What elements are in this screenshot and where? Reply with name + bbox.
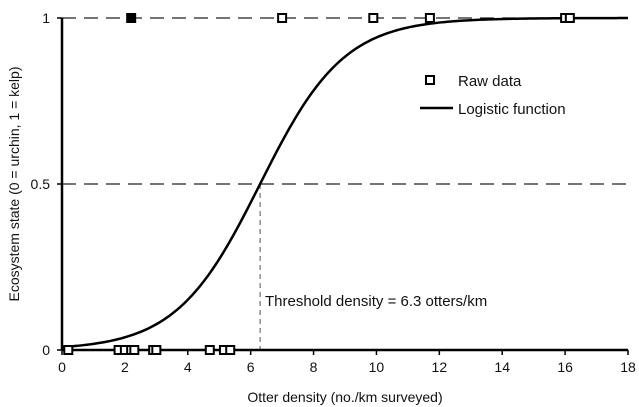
logistic-curve (61, 16, 628, 349)
axis-layer: 0 2 4 6 8 10 12 14 16 18 0 0.5 1 (31, 10, 636, 375)
x-tick-label: 10 (369, 359, 385, 375)
x-tick-label: 12 (432, 359, 448, 375)
data-point (277, 13, 288, 23)
y-axis-label: Ecosystem state (0 = urchin, 1 = kelp) (6, 67, 22, 302)
x-tick-label: 2 (121, 359, 129, 375)
y-tick-label: 0.5 (31, 176, 51, 192)
x-tick-label: 6 (247, 359, 255, 375)
x-tick-label: 14 (494, 359, 510, 375)
data-point (424, 13, 435, 23)
y-tick-label: 1 (42, 10, 50, 26)
data-point (204, 345, 215, 355)
legend-marker-raw-data (425, 75, 435, 85)
data-point (151, 345, 162, 355)
legend: Raw data Logistic function (420, 73, 566, 118)
x-tick-label: 16 (557, 359, 573, 375)
x-tick-label: 4 (184, 359, 192, 375)
label-layer: Otter density (no./km surveyed) Ecosyste… (6, 67, 487, 406)
data-point (368, 13, 379, 23)
data-point (564, 13, 575, 23)
legend-label-logistic: Logistic function (458, 101, 566, 118)
data-point (126, 13, 137, 23)
points-layer (63, 13, 575, 355)
legend-label-raw-data: Raw data (458, 73, 522, 90)
x-tick-label: 8 (310, 359, 318, 375)
data-point (129, 345, 140, 355)
x-tick-label: 0 (58, 359, 66, 375)
x-axis-label: Otter density (no./km surveyed) (247, 389, 442, 405)
x-tick-label: 18 (620, 359, 636, 375)
data-point (63, 345, 74, 355)
data-point (225, 345, 236, 355)
curve-layer (61, 16, 628, 349)
threshold-annotation: Threshold density = 6.3 otters/km (265, 293, 487, 310)
y-tick-label: 0 (42, 342, 50, 358)
